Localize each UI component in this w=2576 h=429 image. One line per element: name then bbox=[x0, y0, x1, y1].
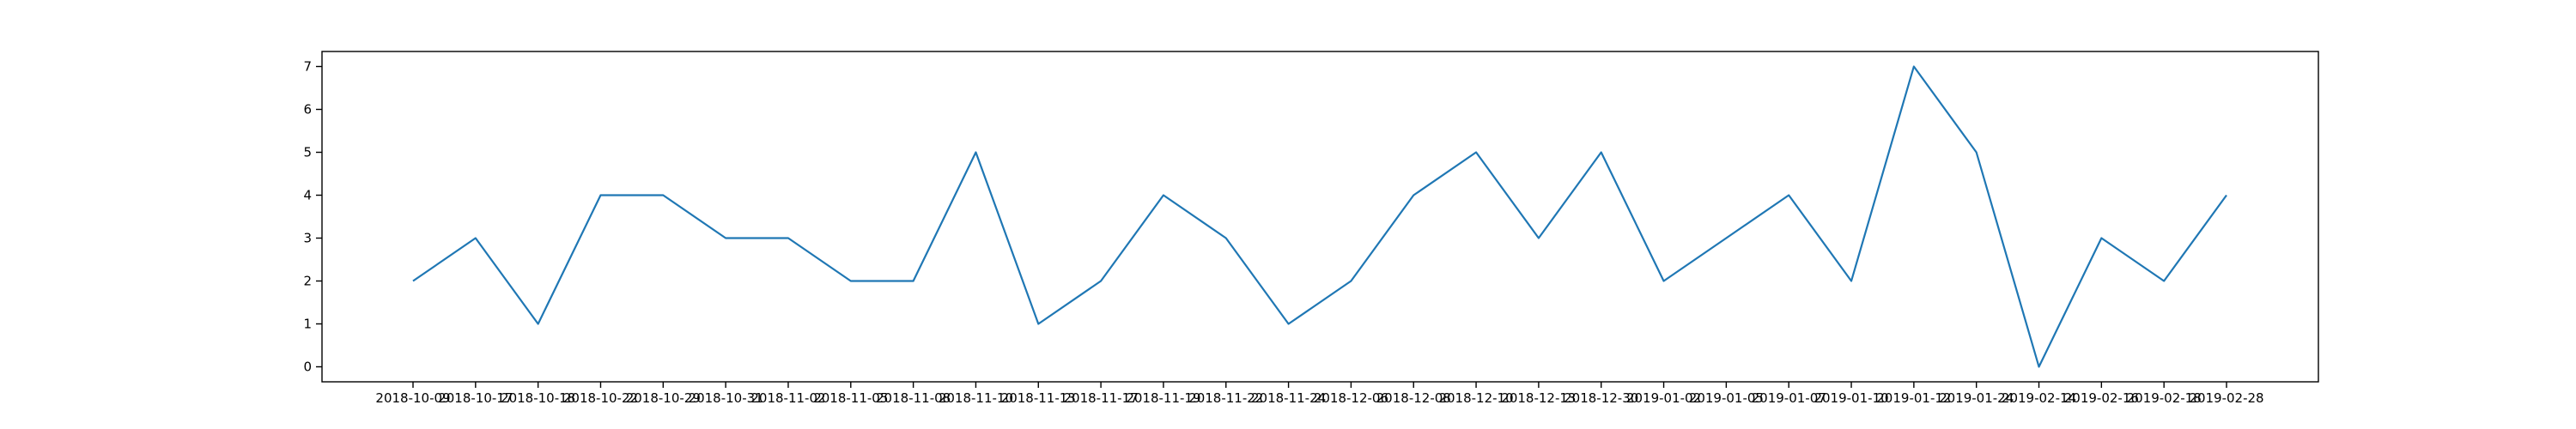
x-tick-label: 2019-01-12 bbox=[1876, 390, 1951, 406]
plot-frame bbox=[321, 51, 2319, 383]
plot-background bbox=[322, 51, 2318, 382]
y-tick-label: 2 bbox=[303, 274, 312, 289]
x-tick-label: 2018-11-02 bbox=[750, 390, 825, 406]
x-tick-label: 2018-12-13 bbox=[1501, 390, 1576, 406]
x-tick-label: 2018-10-17 bbox=[438, 390, 513, 406]
series-line bbox=[412, 65, 2227, 368]
y-axis: 0 1 2 3 4 5 6 7 bbox=[303, 59, 322, 375]
x-axis: 2018-10-092018-10-172018-10-182018-10-22… bbox=[375, 382, 2264, 406]
x-tick-label: 2018-11-17 bbox=[1064, 390, 1139, 406]
x-tick-label: 2018-10-18 bbox=[501, 390, 575, 406]
x-tick-label: 2019-02-14 bbox=[2002, 390, 2076, 406]
x-tick-label: 2019-01-24 bbox=[1939, 390, 2014, 406]
x-tick-label: 2019-02-16 bbox=[2064, 390, 2139, 406]
x-tick-label: 2018-11-05 bbox=[813, 390, 888, 406]
x-tick-label: 2018-12-06 bbox=[1314, 390, 1388, 406]
x-tick-label: 2018-10-22 bbox=[563, 390, 638, 406]
y-tick-label: 5 bbox=[303, 145, 312, 160]
y-tick-label: 7 bbox=[303, 59, 312, 75]
x-tick-label: 2019-02-18 bbox=[2127, 390, 2202, 406]
x-tick-label: 2018-12-10 bbox=[1438, 390, 1513, 406]
x-tick-label: 2019-01-10 bbox=[1814, 390, 1888, 406]
x-tick-label: 2018-12-08 bbox=[1376, 390, 1451, 406]
x-tick-label: 2019-01-07 bbox=[1752, 390, 1826, 406]
x-tick-label: 2018-10-09 bbox=[375, 390, 450, 406]
x-tick-label: 2018-12-30 bbox=[1564, 390, 1638, 406]
x-tick-label: 2018-11-13 bbox=[1001, 390, 1076, 406]
y-tick-label: 3 bbox=[303, 231, 312, 246]
x-tick-label: 2018-10-29 bbox=[626, 390, 701, 406]
x-tick-label: 2019-01-05 bbox=[1689, 390, 1764, 406]
x-tick-label: 2019-02-28 bbox=[2189, 390, 2263, 406]
x-tick-label: 2018-11-24 bbox=[1251, 390, 1326, 406]
x-tick-label: 2018-10-31 bbox=[689, 390, 763, 406]
x-tick-label: 2019-01-02 bbox=[1626, 390, 1701, 406]
y-tick-label: 4 bbox=[303, 188, 312, 203]
x-tick-label: 2018-11-22 bbox=[1188, 390, 1263, 406]
x-tick-label: 2018-11-10 bbox=[939, 390, 1013, 406]
x-tick-label: 2018-11-19 bbox=[1126, 390, 1200, 406]
y-tick-label: 6 bbox=[303, 102, 312, 118]
y-tick-label: 0 bbox=[303, 360, 312, 375]
y-tick-label: 1 bbox=[303, 317, 312, 332]
x-tick-label: 2018-11-08 bbox=[876, 390, 951, 406]
